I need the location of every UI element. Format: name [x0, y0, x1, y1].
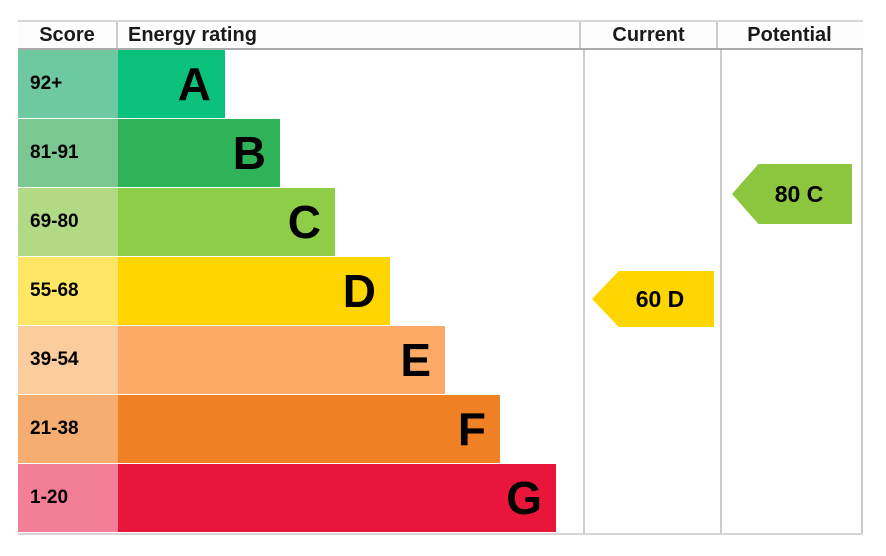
score-range: 81-91 — [18, 119, 118, 187]
rating-bar-g: G — [118, 464, 556, 532]
rating-letter: E — [400, 334, 431, 386]
band-row-a: 92+ A — [18, 50, 863, 118]
score-range: 69-80 — [18, 188, 118, 256]
rating-letter: C — [287, 196, 321, 248]
score-range: 55-68 — [18, 257, 118, 325]
rating-bar-a: A — [118, 50, 225, 118]
rating-bar-f: F — [118, 395, 500, 463]
rating-bands: 92+ A 81-91 B 69-80 C 55-68 D 39-54 E 21-38 F 1-20 G — [18, 50, 863, 532]
rating-bar-c: C — [118, 188, 335, 256]
header-row: Score Energy rating Current Potential — [18, 20, 863, 50]
score-range: 1-20 — [18, 464, 118, 532]
rating-bar-d: D — [118, 257, 390, 325]
chart-body: 92+ A 81-91 B 69-80 C 55-68 D 39-54 E 21-38 F 1-20 G … — [18, 50, 863, 535]
rating-letter: D — [342, 265, 376, 317]
band-row-c: 69-80 C — [18, 188, 863, 256]
header-potential: Potential — [747, 24, 832, 46]
score-range: 21-38 — [18, 395, 118, 463]
rating-bar-e: E — [118, 326, 445, 394]
score-range: 92+ — [18, 50, 118, 118]
rating-letter: F — [457, 403, 486, 455]
column-divider — [861, 50, 863, 533]
header-energy-rating: Energy rating — [118, 22, 581, 48]
band-row-g: 1-20 G — [18, 464, 863, 532]
band-row-d: 55-68 D — [18, 257, 863, 325]
epc-table: Score Energy rating Current Potential 92… — [18, 20, 863, 535]
band-row-b: 81-91 B — [18, 119, 863, 187]
rating-letter: B — [232, 127, 266, 179]
band-row-e: 39-54 E — [18, 326, 863, 394]
band-row-f: 21-38 F — [18, 395, 863, 463]
rating-bar-b: B — [118, 119, 280, 187]
header-score: Score — [18, 22, 118, 48]
header-current: Current — [581, 22, 718, 48]
potential-arrow: 80 C — [732, 164, 852, 224]
table-bottom-border — [18, 533, 863, 535]
rating-letter: A — [177, 58, 211, 110]
current-arrow: 60 D — [592, 271, 714, 327]
score-range: 39-54 — [18, 326, 118, 394]
column-divider — [583, 50, 585, 533]
rating-letter: G — [506, 472, 542, 524]
column-divider — [720, 50, 722, 533]
